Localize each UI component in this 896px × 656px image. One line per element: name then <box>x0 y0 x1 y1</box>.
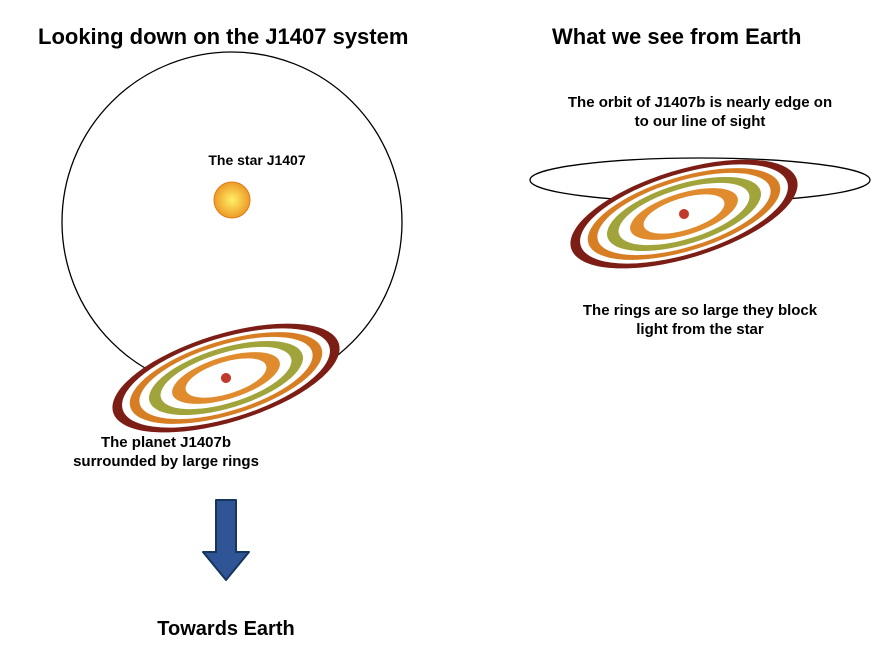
diagram-svg <box>0 0 896 656</box>
planet-rings <box>100 301 351 454</box>
arrow-towards-earth-icon <box>203 500 249 580</box>
star-icon <box>214 182 250 218</box>
